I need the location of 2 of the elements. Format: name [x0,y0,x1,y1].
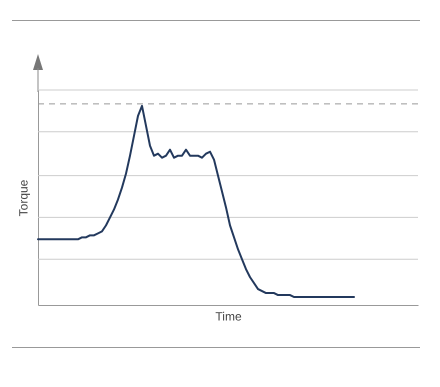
y-axis-title: Torque [16,179,30,216]
x-axis-title: Time [215,310,242,324]
